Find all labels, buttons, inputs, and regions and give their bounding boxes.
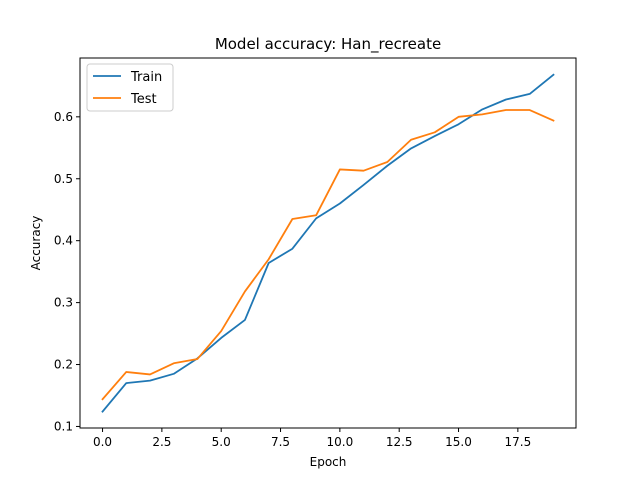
- y-tick-label: 0.5: [54, 172, 73, 186]
- x-ticks: 0.0 2.5 5.0 7.5 10.0 12.5 15.0 17.5: [93, 428, 531, 449]
- legend-label-train: Train: [130, 70, 162, 85]
- x-tick-label: 2.5: [152, 435, 171, 449]
- x-tick-label: 0.0: [93, 435, 112, 449]
- axes: [79, 57, 577, 429]
- y-tick-label: 0.2: [54, 358, 73, 372]
- series-layer: [101, 73, 555, 413]
- x-tick-label: 10.0: [327, 435, 354, 449]
- y-axis-label: Accuracy: [29, 216, 43, 271]
- x-tick-label: 7.5: [271, 435, 290, 449]
- chart-title: Model accuracy: Han_recreate: [215, 35, 441, 54]
- x-tick-label: 17.5: [504, 435, 531, 449]
- y-ticks: 0.1 0.2 0.3 0.4 0.5 0.6: [54, 110, 80, 433]
- series-line-train: [101, 73, 555, 413]
- x-tick-label: 15.0: [445, 435, 472, 449]
- x-tick-label: 5.0: [212, 435, 231, 449]
- y-tick-label: 0.4: [54, 234, 73, 248]
- legend-label-test: Test: [130, 92, 157, 107]
- y-tick-label: 0.3: [54, 296, 73, 310]
- series-line-test: [101, 109, 555, 401]
- y-tick-label: 0.6: [54, 110, 73, 124]
- x-axis-label: Epoch: [310, 455, 347, 469]
- legend: Train Test: [86, 63, 174, 112]
- plot-frame: [79, 57, 577, 429]
- y-tick-label: 0.1: [54, 419, 73, 433]
- x-tick-label: 12.5: [386, 435, 413, 449]
